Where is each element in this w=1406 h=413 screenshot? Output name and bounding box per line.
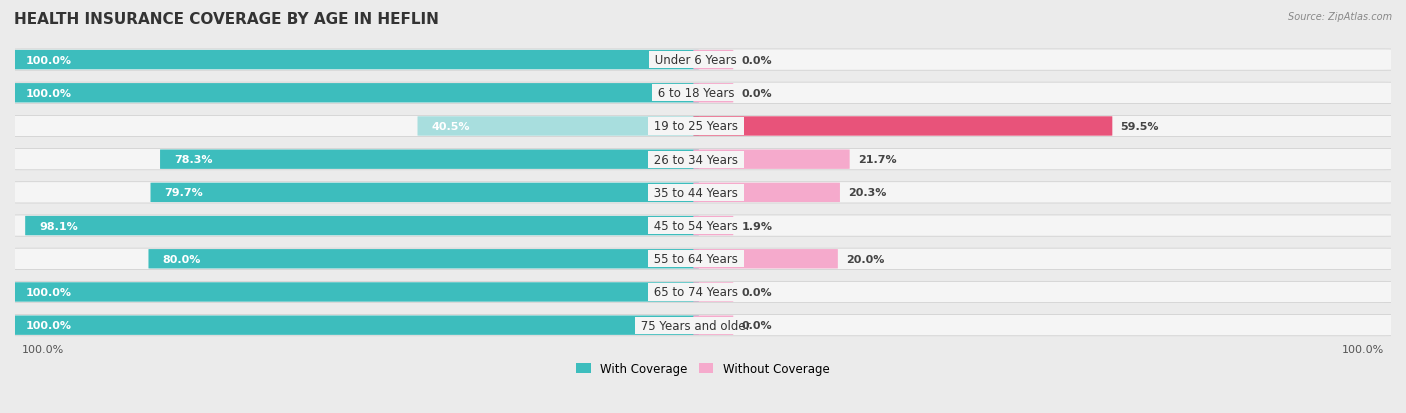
FancyBboxPatch shape — [13, 316, 699, 335]
FancyBboxPatch shape — [13, 282, 699, 302]
FancyBboxPatch shape — [25, 216, 699, 236]
Text: Source: ZipAtlas.com: Source: ZipAtlas.com — [1288, 12, 1392, 22]
Text: 0.0%: 0.0% — [741, 320, 772, 330]
Text: 0.0%: 0.0% — [741, 55, 772, 65]
Text: 100.0%: 100.0% — [25, 287, 72, 297]
Text: 19 to 25 Years: 19 to 25 Years — [650, 120, 742, 133]
FancyBboxPatch shape — [8, 50, 1398, 71]
Text: 35 to 44 Years: 35 to 44 Years — [651, 186, 742, 199]
Text: 0.0%: 0.0% — [741, 88, 772, 99]
Text: 20.3%: 20.3% — [848, 188, 887, 198]
Text: 100.0%: 100.0% — [25, 55, 72, 65]
FancyBboxPatch shape — [8, 249, 1398, 270]
Text: 100.0%: 100.0% — [22, 344, 65, 354]
Text: 20.0%: 20.0% — [846, 254, 884, 264]
FancyBboxPatch shape — [8, 216, 1398, 237]
Text: 1.9%: 1.9% — [741, 221, 772, 231]
Legend: With Coverage, Without Coverage: With Coverage, Without Coverage — [576, 362, 830, 375]
FancyBboxPatch shape — [13, 84, 699, 103]
FancyBboxPatch shape — [693, 183, 839, 202]
Text: 75 Years and older: 75 Years and older — [637, 319, 755, 332]
FancyBboxPatch shape — [8, 282, 1398, 303]
FancyBboxPatch shape — [149, 249, 699, 269]
FancyBboxPatch shape — [693, 84, 734, 103]
Text: 80.0%: 80.0% — [162, 254, 201, 264]
Text: 6 to 18 Years: 6 to 18 Years — [654, 87, 738, 100]
FancyBboxPatch shape — [693, 316, 734, 335]
Text: 100.0%: 100.0% — [25, 88, 72, 99]
FancyBboxPatch shape — [8, 315, 1398, 336]
FancyBboxPatch shape — [693, 117, 1112, 136]
Text: 78.3%: 78.3% — [174, 155, 212, 165]
Text: 100.0%: 100.0% — [1341, 344, 1384, 354]
Text: 26 to 34 Years: 26 to 34 Years — [650, 153, 742, 166]
FancyBboxPatch shape — [13, 51, 699, 70]
FancyBboxPatch shape — [8, 116, 1398, 137]
Text: 65 to 74 Years: 65 to 74 Years — [650, 286, 742, 299]
Text: 79.7%: 79.7% — [165, 188, 202, 198]
Text: 59.5%: 59.5% — [1121, 122, 1159, 132]
Text: 21.7%: 21.7% — [858, 155, 897, 165]
Text: Under 6 Years: Under 6 Years — [651, 54, 741, 67]
FancyBboxPatch shape — [693, 216, 734, 236]
Text: HEALTH INSURANCE COVERAGE BY AGE IN HEFLIN: HEALTH INSURANCE COVERAGE BY AGE IN HEFL… — [14, 12, 439, 27]
FancyBboxPatch shape — [8, 182, 1398, 204]
FancyBboxPatch shape — [418, 117, 699, 136]
Text: 0.0%: 0.0% — [741, 287, 772, 297]
FancyBboxPatch shape — [693, 51, 734, 70]
FancyBboxPatch shape — [8, 149, 1398, 171]
Text: 100.0%: 100.0% — [25, 320, 72, 330]
FancyBboxPatch shape — [150, 183, 699, 202]
FancyBboxPatch shape — [8, 83, 1398, 104]
Text: 45 to 54 Years: 45 to 54 Years — [651, 220, 742, 233]
Text: 98.1%: 98.1% — [39, 221, 77, 231]
Text: 40.5%: 40.5% — [432, 122, 470, 132]
FancyBboxPatch shape — [160, 150, 699, 169]
FancyBboxPatch shape — [693, 282, 734, 302]
Text: 55 to 64 Years: 55 to 64 Years — [651, 253, 742, 266]
FancyBboxPatch shape — [693, 150, 849, 169]
FancyBboxPatch shape — [693, 249, 838, 269]
